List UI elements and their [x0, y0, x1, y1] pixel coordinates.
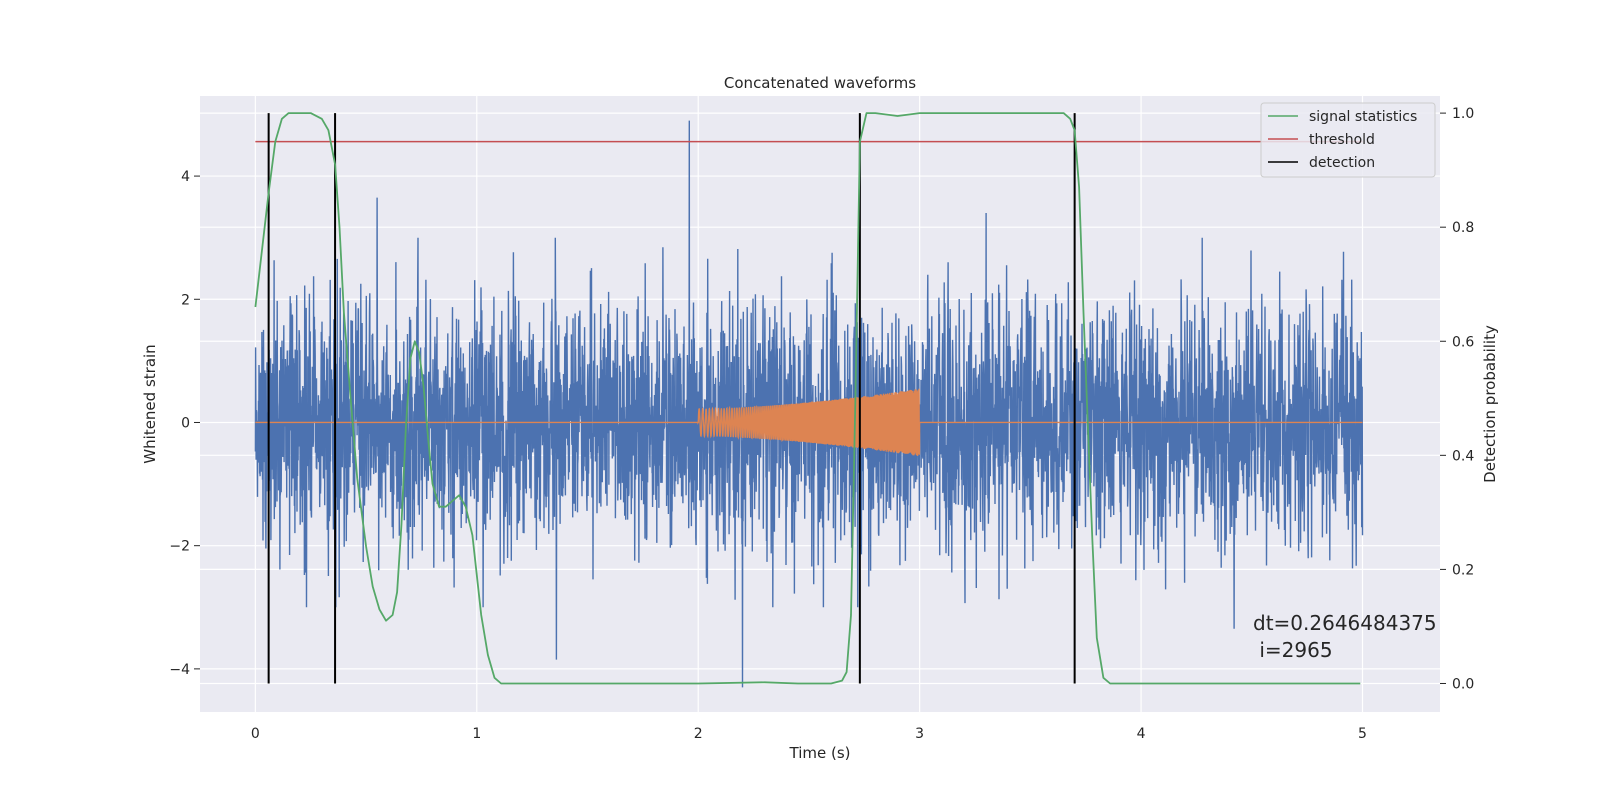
y-axis-label: Whitened strain	[141, 344, 159, 463]
y-right-tick-labels: 0.0 0.2 0.4 0.6 0.8 1.0	[1440, 106, 1474, 692]
legend-label-detection: detection	[1309, 155, 1375, 171]
strain-series	[254, 120, 1364, 688]
injection-line	[255, 388, 1363, 457]
x-tick-label: 3	[915, 726, 924, 742]
x-tick-label: 0	[251, 726, 260, 742]
y-right-tick-label: 0.2	[1452, 562, 1474, 578]
legend: signal statistics threshold detection	[1260, 102, 1436, 178]
signal-statistics-series	[254, 112, 1361, 685]
detection-series	[267, 113, 1076, 684]
x-tick-labels: 0 1 2 3 4 5	[251, 726, 1367, 742]
y-tick-label: 2	[181, 292, 190, 308]
x-tick-label: 1	[472, 726, 481, 742]
y-right-tick-label: 0.8	[1452, 220, 1474, 236]
y-tick-label: 4	[181, 169, 190, 185]
x-axis-label: Time (s)	[789, 744, 851, 762]
y-right-tick-label: 0.0	[1452, 676, 1474, 692]
chart-title: Concatenated waveforms	[724, 74, 916, 92]
y-right-tick-label: 0.6	[1452, 334, 1474, 350]
x-tick-label: 5	[1358, 726, 1367, 742]
y-tick-label: −4	[169, 662, 190, 678]
injection-series	[255, 388, 1363, 457]
legend-label-threshold: threshold	[1309, 132, 1375, 148]
annotation-text: dt=0.2646484375 i=2965	[1253, 611, 1437, 662]
annotation-line: i=2965	[1253, 638, 1333, 662]
legend-box	[1260, 102, 1436, 178]
x-tick-label: 2	[694, 726, 703, 742]
y-right-tick-label: 0.4	[1452, 448, 1474, 464]
strain-line	[254, 120, 1364, 688]
y-tick-label: 0	[181, 415, 190, 431]
x-tick-label: 4	[1137, 726, 1146, 742]
y-right-tick-label: 1.0	[1452, 106, 1474, 122]
y-tick-label: −2	[169, 539, 190, 555]
y-tick-labels: −4 −2 0 2 4	[169, 169, 200, 678]
legend-label-signal-statistics: signal statistics	[1309, 109, 1417, 125]
signal-statistics-line	[254, 112, 1361, 685]
y-right-axis-label: Detection probability	[1481, 325, 1499, 483]
annotation-line: dt=0.2646484375	[1253, 611, 1437, 635]
